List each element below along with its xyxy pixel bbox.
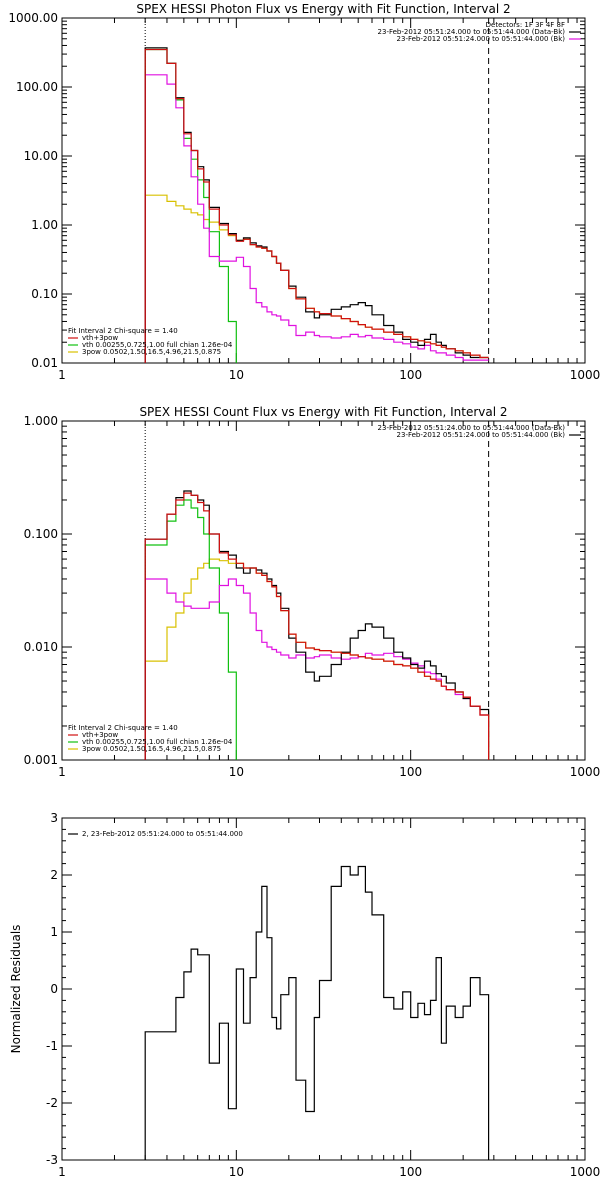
series-background-line (144, 74, 489, 363)
plot-frame (61, 817, 586, 1161)
y-tick-label: 1 (50, 925, 58, 939)
chart-title: SPEX HESSI Count Flux vs Energy with Fit… (139, 405, 507, 419)
y-tick-label: 100.00 (16, 80, 58, 94)
chart-title: SPEX HESSI Photon Flux vs Energy with Fi… (136, 2, 510, 16)
y-tick-label: -1 (46, 1039, 58, 1053)
y-tick-label: 1000.00 (8, 11, 58, 25)
legend-item: vth+3pow (82, 731, 118, 739)
chart-panel-1: SPEX HESSI Photon Flux vs Energy with Fi… (8, 2, 600, 382)
series-powerlaw-line (144, 194, 489, 363)
y-tick-label: 1.000 (24, 414, 58, 428)
series-model-total-line (144, 48, 489, 363)
chart-panel-2: SPEX HESSI Count Flux vs Energy with Fit… (24, 405, 600, 779)
y-tick-label: 0.10 (31, 287, 58, 301)
x-tick-label: 1000 (570, 1165, 600, 1179)
legend-item: 2, 23-Feb-2012 05:51:24.000 to 05:51:44.… (82, 830, 243, 838)
y-tick-label: 1.00 (31, 218, 58, 232)
legend-title: Fit Interval 2 Chi-square = 1.40 (68, 327, 178, 335)
series-data-line (144, 865, 490, 1160)
x-tick-label: 1 (58, 1165, 66, 1179)
y-tick-label: 0.010 (24, 640, 58, 654)
y-tick-label: -3 (46, 1153, 58, 1167)
plot-frame (61, 420, 586, 761)
legend-title: Fit Interval 2 Chi-square = 1.40 (68, 724, 178, 732)
y-tick-label: 2 (50, 868, 58, 882)
x-tick-label: 100 (399, 765, 422, 779)
legend-item: vth 0.00255,0.725,1.00 full chian 1.26e-… (82, 738, 233, 746)
x-tick-label: 100 (399, 1165, 422, 1179)
series-data-line (144, 47, 489, 363)
y-tick-label: 0.100 (24, 527, 58, 541)
legend-item: 3pow 0.0502,1.50,16.5,4.96,21.5,0.875 (82, 348, 221, 356)
y-tick-label: 3 (50, 811, 58, 825)
legend-item: vth 0.00255,0.725,1.00 full chian 1.26e-… (82, 341, 233, 349)
plot-frame (61, 17, 586, 364)
x-tick-label: 10 (229, 765, 244, 779)
y-axis-label: Normalized Residuals (9, 925, 23, 1054)
x-tick-label: 1000 (570, 368, 600, 382)
series-model-total-line (144, 492, 490, 760)
info-line: Detectors: 1F 3F 4F 8F (486, 21, 565, 29)
legend-item: vth+3pow (82, 334, 118, 342)
x-tick-label: 1 (58, 765, 66, 779)
series-background-line (144, 578, 489, 760)
x-tick-label: 100 (399, 368, 422, 382)
y-tick-label: 0 (50, 982, 58, 996)
info-line: 23-Feb-2012 05:51:24.000 to 05:51:44.000… (397, 35, 566, 43)
info-line: 23-Feb-2012 05:51:24.000 to 05:51:44.000… (378, 424, 566, 432)
x-tick-label: 10 (229, 1165, 244, 1179)
series-data-line (144, 490, 490, 760)
y-tick-label: 0.001 (24, 753, 58, 767)
info-line: 23-Feb-2012 05:51:24.000 to 05:51:44.000… (378, 28, 566, 36)
y-tick-label: 0.01 (31, 356, 58, 370)
y-tick-label: 10.00 (24, 149, 58, 163)
x-tick-label: 1000 (570, 765, 600, 779)
series-powerlaw-line (144, 558, 490, 760)
chart-panel-3: 1 10 100 1000 -3 -2 -1 0 1 2 3 Normalized Residuals… (9, 811, 600, 1179)
legend-item: 3pow 0.0502,1.50,16.5,4.96,21.5,0.875 (82, 745, 221, 753)
y-tick-label: -2 (46, 1096, 58, 1110)
x-tick-label: 10 (229, 368, 244, 382)
info-line: 23-Feb-2012 05:51:24.000 to 05:51:44.000… (397, 431, 566, 439)
x-tick-label: 1 (58, 368, 66, 382)
